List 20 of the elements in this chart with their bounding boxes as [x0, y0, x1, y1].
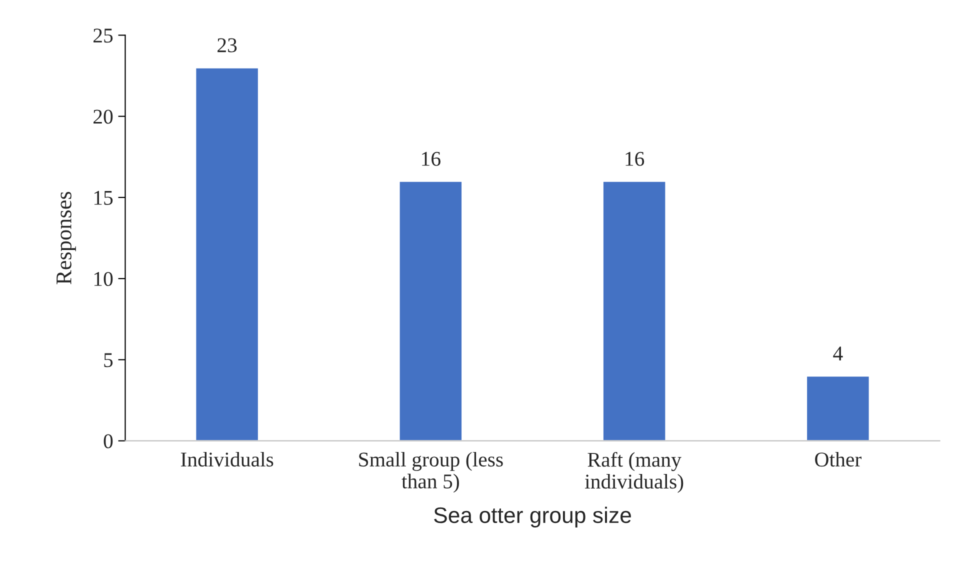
bar	[194, 66, 260, 441]
x-axis-title: Sea otter group size	[434, 506, 631, 528]
y-tick-label: 20	[94, 110, 113, 124]
y-tick-label: 10	[94, 272, 113, 286]
x-tick-label: Individuals	[180, 452, 274, 467]
bar	[806, 375, 870, 441]
data-label: 23	[218, 38, 237, 52]
data-label: 16	[626, 152, 644, 166]
x-tick-label: Small group (less than 5)	[359, 452, 503, 493]
y-tick-label: 5	[104, 353, 113, 368]
y-tick-label: 25	[94, 28, 113, 43]
y-tick-label: 15	[94, 190, 113, 205]
x-tick-label: Other	[815, 452, 862, 467]
y-axis-title: Responses	[56, 192, 76, 284]
x-tick-label: Raft (many individuals)	[584, 452, 684, 493]
y-tick-label: 0	[104, 434, 113, 448]
data-label: 4	[833, 346, 843, 360]
data-label: 16	[422, 152, 440, 166]
bar	[602, 180, 667, 441]
bar	[398, 180, 463, 441]
